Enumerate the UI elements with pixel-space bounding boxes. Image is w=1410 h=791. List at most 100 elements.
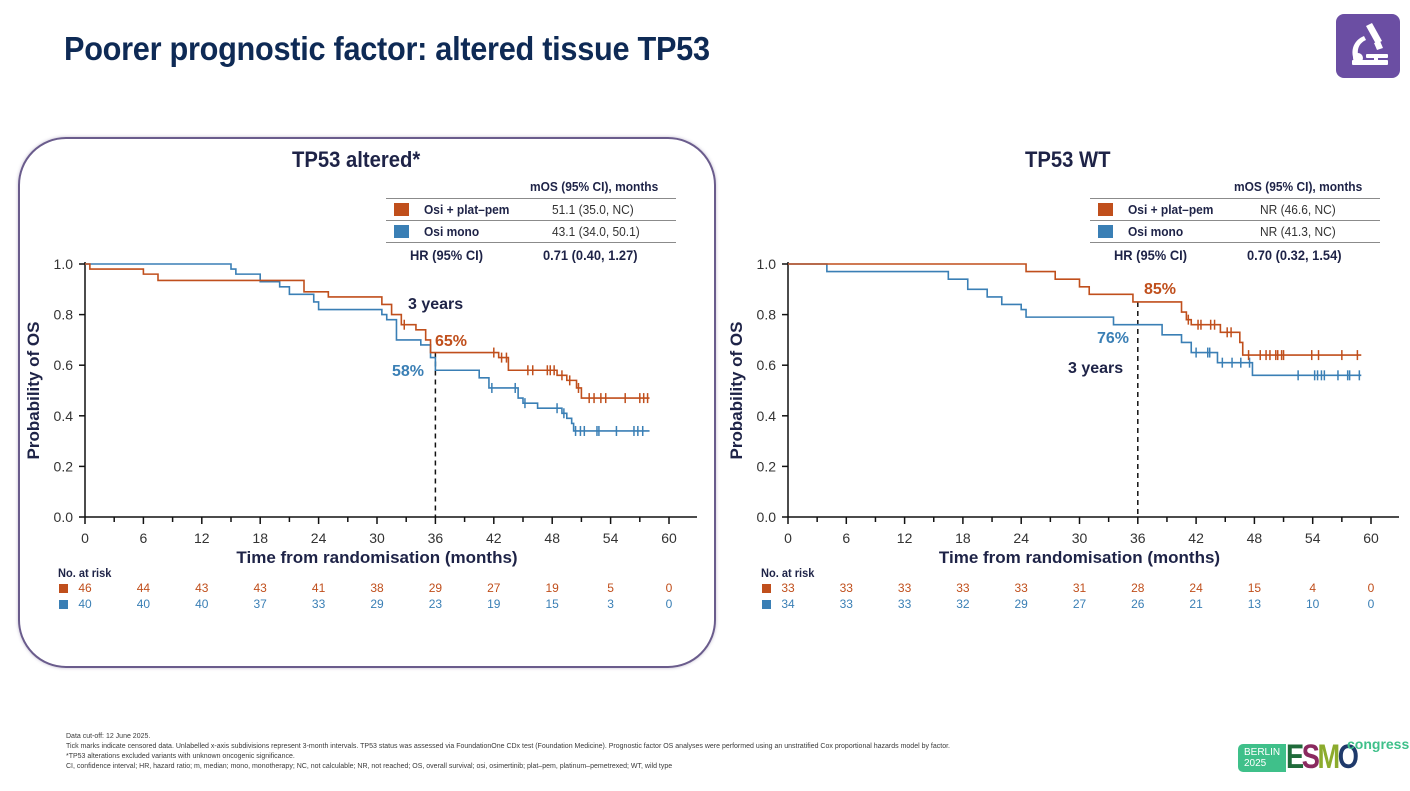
risk-row-combo-value: 27 [487, 581, 501, 595]
x-tick-label: 60 [661, 530, 677, 546]
km-curve-mono [85, 263, 650, 432]
x-tick-label: 48 [544, 530, 560, 546]
risk-row-combo-value: 43 [195, 581, 209, 595]
y-tick-label: 0.2 [54, 458, 74, 474]
y-tick-label: 0.8 [757, 307, 777, 323]
x-tick-label: 6 [842, 530, 850, 546]
hr-label: HR (95% CI) [410, 247, 484, 263]
x-tick-label: 0 [81, 530, 89, 546]
legend-label: Osi mono [1128, 224, 1184, 239]
x-tick-label: 12 [194, 530, 210, 546]
y-tick-label: 0.6 [54, 357, 74, 373]
risk-row-combo-value: 33 [781, 581, 795, 595]
hr-value: 0.71 (0.40, 1.27) [543, 247, 638, 263]
x-axis-label: Time from randomisation (months) [236, 548, 517, 567]
risk-row-combo-value: 46 [78, 581, 92, 595]
risk-row-combo-value: 33 [956, 581, 970, 595]
risk-row-mono-value: 32 [956, 597, 970, 611]
risk-row-mono-value: 3 [607, 597, 614, 611]
risk-row-combo-value: 15 [1247, 581, 1262, 595]
risk-row-mono-value: 40 [78, 597, 92, 611]
risk-row-mono-value: 29 [370, 597, 384, 611]
risk-row-combo-value: 43 [253, 581, 267, 595]
combo-swatch [1098, 203, 1113, 216]
footnote-cutoff: Data cut-off: 12 June 2025. [66, 733, 151, 740]
three-years-label: 3 years [408, 296, 463, 313]
risk-row-combo-value: 33 [839, 581, 853, 595]
risk-row-combo-value: 28 [1131, 581, 1145, 595]
risk-row-mono-value: 33 [311, 597, 326, 611]
legend-value: NR (41.3, NC) [1260, 224, 1336, 239]
km-plot-tp53-altered: 0.0 0.2 0.4 0.6 0.8 1.0 0 6 12 18 24 30 36 42 48 54 60 Ti… [24, 256, 697, 567]
legend-row-combo: Osi + plat–pem 51.1 (35.0, NC) [386, 198, 676, 220]
y-tick-label: 1.0 [54, 256, 74, 272]
x-tick-label: 24 [1013, 530, 1029, 546]
risk-row-mono-value: 23 [428, 597, 443, 611]
esmo-location-badge: BERLIN 2025 [1238, 744, 1286, 772]
x-tick-label: 42 [486, 530, 502, 546]
y-axis-label: Probability of OS [727, 322, 746, 460]
footnotes: Data cut-off: 12 June 2025. Tick marks i… [66, 732, 950, 772]
risk-row-combo-swatch [59, 584, 68, 593]
y-tick-label: 0.2 [757, 458, 777, 474]
risk-row-combo-value: 24 [1189, 581, 1203, 595]
chart-title-tp53-altered: TP53 altered* [292, 147, 421, 172]
x-tick-label: 60 [1363, 530, 1379, 546]
esmo-letter-e: E [1286, 738, 1304, 776]
risk-row-mono-value: 26 [1131, 597, 1145, 611]
footnote-methods: Tick marks indicate censored data. Unlab… [66, 743, 950, 750]
x-tick-label: 36 [1130, 530, 1146, 546]
y-tick-label: 1.0 [757, 256, 777, 272]
legend-value: 51.1 (35.0, NC) [552, 202, 634, 217]
risk-row-mono-swatch [59, 600, 68, 609]
legend-label: Osi + plat–pem [1128, 202, 1214, 217]
x-tick-label: 18 [955, 530, 971, 546]
legend-header: mOS (95% CI), months [1234, 179, 1363, 194]
risk-row-combo-value: 33 [897, 581, 912, 595]
mono-3yr-label: 76% [1097, 330, 1129, 347]
y-tick-label: 0.0 [54, 509, 74, 525]
risk-row-mono-value: 13 [1247, 597, 1262, 611]
risk-row-mono-value: 33 [897, 597, 912, 611]
legend-value: 43.1 (34.0, 50.1) [552, 224, 640, 239]
x-axis-label: Time from randomisation (months) [939, 548, 1220, 567]
slide-title: Poorer prognostic factor: altered tissue… [64, 30, 710, 67]
x-tick-label: 36 [428, 530, 444, 546]
x-tick-label: 24 [311, 530, 327, 546]
risk-row-combo-value: 41 [311, 581, 326, 595]
risk-row-combo-swatch [762, 584, 771, 593]
x-tick-label: 30 [369, 530, 385, 546]
legend-row-combo: Osi + plat–pem NR (46.6, NC) [1090, 198, 1380, 220]
x-tick-label: 48 [1247, 530, 1263, 546]
x-tick-label: 42 [1188, 530, 1204, 546]
risk-row-combo-value: 0 [665, 581, 673, 595]
risk-row-combo-value: 33 [1014, 581, 1028, 595]
risk-row-mono-value: 0 [665, 597, 673, 611]
y-axis-label: Probability of OS [24, 322, 43, 460]
y-tick-label: 0.4 [757, 408, 777, 424]
esmo-year: 2025 [1244, 758, 1267, 769]
mono-swatch [1098, 225, 1113, 238]
risk-row-mono-swatch [762, 600, 771, 609]
km-curve-combo [788, 263, 1362, 356]
risk-table-header: No. at risk [58, 566, 112, 580]
y-tick-label: 0.0 [757, 509, 777, 525]
risk-row-combo-value: 31 [1072, 581, 1087, 595]
risk-row-mono-value: 37 [253, 597, 267, 611]
legend-value: NR (46.6, NC) [1260, 202, 1336, 217]
esmo-letter-s: S [1301, 738, 1320, 776]
microscope-icon [1352, 23, 1388, 65]
esmo-congress-word: congress [1347, 736, 1410, 752]
combo-3yr-label: 85% [1144, 281, 1176, 298]
y-tick-label: 0.6 [757, 357, 777, 373]
x-tick-label: 54 [1305, 530, 1321, 546]
risk-row-mono-value: 29 [1014, 597, 1028, 611]
risk-row-mono-value: 15 [545, 597, 559, 611]
legend-row-mono: Osi mono 43.1 (34.0, 50.1) [386, 220, 676, 243]
mono-swatch [394, 225, 409, 238]
esmo-wordmark: ESMO [1286, 738, 1359, 776]
risk-row-combo-value: 44 [136, 581, 151, 595]
footnote-abbreviations: CI, confidence interval; HR, hazard rati… [66, 763, 673, 770]
esmo-letter-o: O [1337, 738, 1359, 776]
